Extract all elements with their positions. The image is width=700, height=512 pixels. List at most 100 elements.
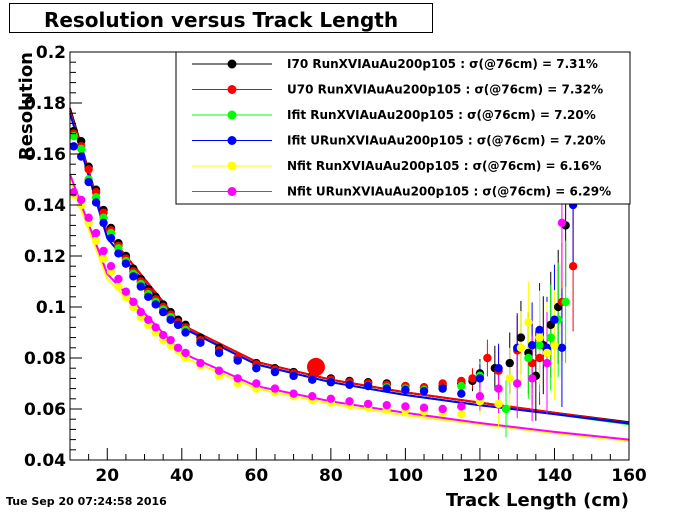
data-point [535, 325, 544, 335]
data-point [535, 333, 544, 342]
data-point [401, 402, 410, 411]
data-point [91, 198, 101, 207]
legend-entry: Nfit RunXVIAuAu200p105 : σ(@76cm) = 6.16… [287, 159, 601, 173]
data-point [419, 403, 429, 412]
x-tick-label: 140 [537, 466, 573, 486]
x-tick-label: 20 [95, 466, 119, 486]
data-point [535, 341, 544, 350]
data-point [494, 399, 503, 409]
data-point [252, 379, 261, 388]
data-point [233, 356, 242, 365]
chart-title: Resolution versus Track Length [43, 8, 399, 32]
data-point [516, 343, 526, 352]
data-point [326, 394, 336, 403]
y-tick-label: 0.06 [24, 400, 66, 420]
legend-swatch-marker [227, 161, 237, 171]
legend-box [175, 51, 631, 205]
highlight-point [306, 357, 325, 376]
x-axis-title: Track Length (cm) [446, 490, 629, 511]
data-point [144, 315, 153, 324]
data-point [166, 315, 175, 324]
data-point [483, 353, 492, 363]
data-point [401, 385, 410, 395]
y-tick-label: 0.2 [36, 43, 66, 63]
data-point [196, 338, 205, 347]
data-point [173, 320, 183, 330]
data-point [214, 366, 224, 375]
data-point [382, 400, 391, 410]
legend-swatch-marker [227, 59, 237, 69]
data-point [527, 341, 537, 350]
data-point [363, 381, 373, 391]
data-point [158, 330, 168, 340]
data-point [438, 384, 447, 393]
data-point [289, 371, 298, 381]
data-point [527, 374, 537, 383]
data-point [289, 389, 298, 398]
data-point [550, 315, 559, 324]
data-point [114, 282, 123, 291]
timestamp: Tue Sep 20 07:24:58 2016 [6, 495, 167, 508]
data-point [84, 177, 93, 187]
data-point [114, 249, 123, 258]
data-point [233, 374, 242, 383]
axes: 20 40 60 80 100 120 140 160 0.04 0.06 0.08 0.1 0.12 0… [16, 43, 647, 511]
legend-entry: Ifit RunXVIAuAu200p105 : σ(@76cm) = 7.20… [287, 108, 596, 122]
y-tick-label: 0.14 [24, 196, 66, 216]
x-tick-label: 40 [170, 466, 194, 486]
data-point [475, 392, 485, 401]
data-point [345, 380, 354, 389]
data-point [494, 384, 503, 393]
data-point [106, 262, 116, 271]
data-point [513, 379, 522, 388]
legend-swatch-marker [227, 110, 237, 120]
data-point [252, 364, 261, 373]
data-point [438, 404, 447, 414]
x-tick-label: 100 [388, 466, 424, 486]
data-point [561, 297, 570, 307]
data-point [136, 307, 146, 317]
data-point [550, 341, 559, 350]
data-point [419, 386, 429, 396]
data-point [181, 348, 190, 358]
y-tick-label: 0.1 [36, 298, 66, 318]
data-point [542, 348, 552, 358]
data-point [99, 218, 108, 228]
data-point [114, 274, 123, 284]
data-point [121, 287, 131, 296]
data-point [505, 358, 514, 368]
data-point [524, 353, 533, 363]
data-point [270, 384, 280, 393]
data-points [69, 126, 578, 419]
legend-entry: Ifit URunXVIAuAu200p105 : σ(@76cm) = 7.2… [287, 134, 606, 148]
data-point [173, 343, 183, 352]
data-point [158, 307, 168, 317]
y-tick-label: 0.16 [24, 145, 66, 165]
data-point [136, 282, 146, 291]
data-point [557, 218, 567, 228]
data-point [542, 358, 552, 368]
data-point [99, 254, 108, 263]
data-point [501, 404, 511, 414]
data-point [214, 348, 224, 358]
legend-swatch-marker [227, 187, 237, 196]
y-axis-title: Resolution [16, 52, 37, 160]
y-tick-label: 0.18 [24, 94, 66, 114]
data-point [345, 397, 354, 406]
data-point [363, 399, 373, 409]
data-point [106, 233, 116, 243]
data-point [382, 384, 391, 393]
data-point [121, 259, 131, 268]
x-tick-label: 80 [319, 466, 343, 486]
data-point [494, 364, 503, 373]
data-point [129, 272, 138, 281]
data-point [524, 318, 533, 327]
data-point [457, 389, 466, 398]
x-tick-label: 120 [462, 466, 498, 486]
data-point [129, 297, 138, 307]
data-point [475, 374, 485, 383]
title-box: Resolution versus Track Length [9, 3, 433, 33]
data-point [308, 392, 317, 401]
data-point [326, 378, 336, 387]
